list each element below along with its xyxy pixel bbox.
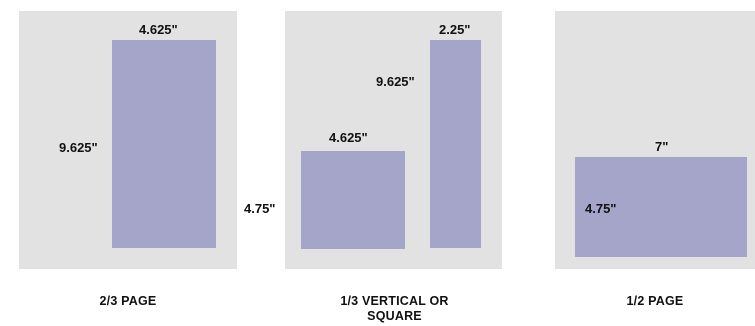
ad-block-half-page [575, 157, 747, 257]
height-label-two-thirds: 9.625" [59, 140, 98, 155]
width-label-two-thirds: 4.625" [139, 22, 178, 37]
caption-one-third-vertical-or-square: 1/3 VERTICAL OR SQUARE [301, 294, 488, 324]
caption-half-page: 1/2 PAGE [626, 294, 684, 308]
width-label-square: 4.625" [329, 130, 368, 145]
caption-line-1: 1/3 VERTICAL OR [340, 294, 449, 308]
height-label-half-page: 4.75" [585, 201, 617, 216]
ad-block-square [301, 151, 405, 249]
width-label-half-page: 7" [655, 139, 669, 154]
caption-two-thirds-page: 2/3 PAGE [99, 294, 157, 308]
ad-block-two-thirds-page [112, 40, 216, 248]
width-label-one-third-vertical: 2.25" [439, 22, 471, 37]
caption-line-2: SQUARE [367, 309, 422, 323]
ad-block-one-third-vertical [430, 40, 481, 248]
height-label-square: 4.75" [244, 201, 276, 216]
height-label-one-third-vertical: 9.625" [376, 74, 415, 89]
